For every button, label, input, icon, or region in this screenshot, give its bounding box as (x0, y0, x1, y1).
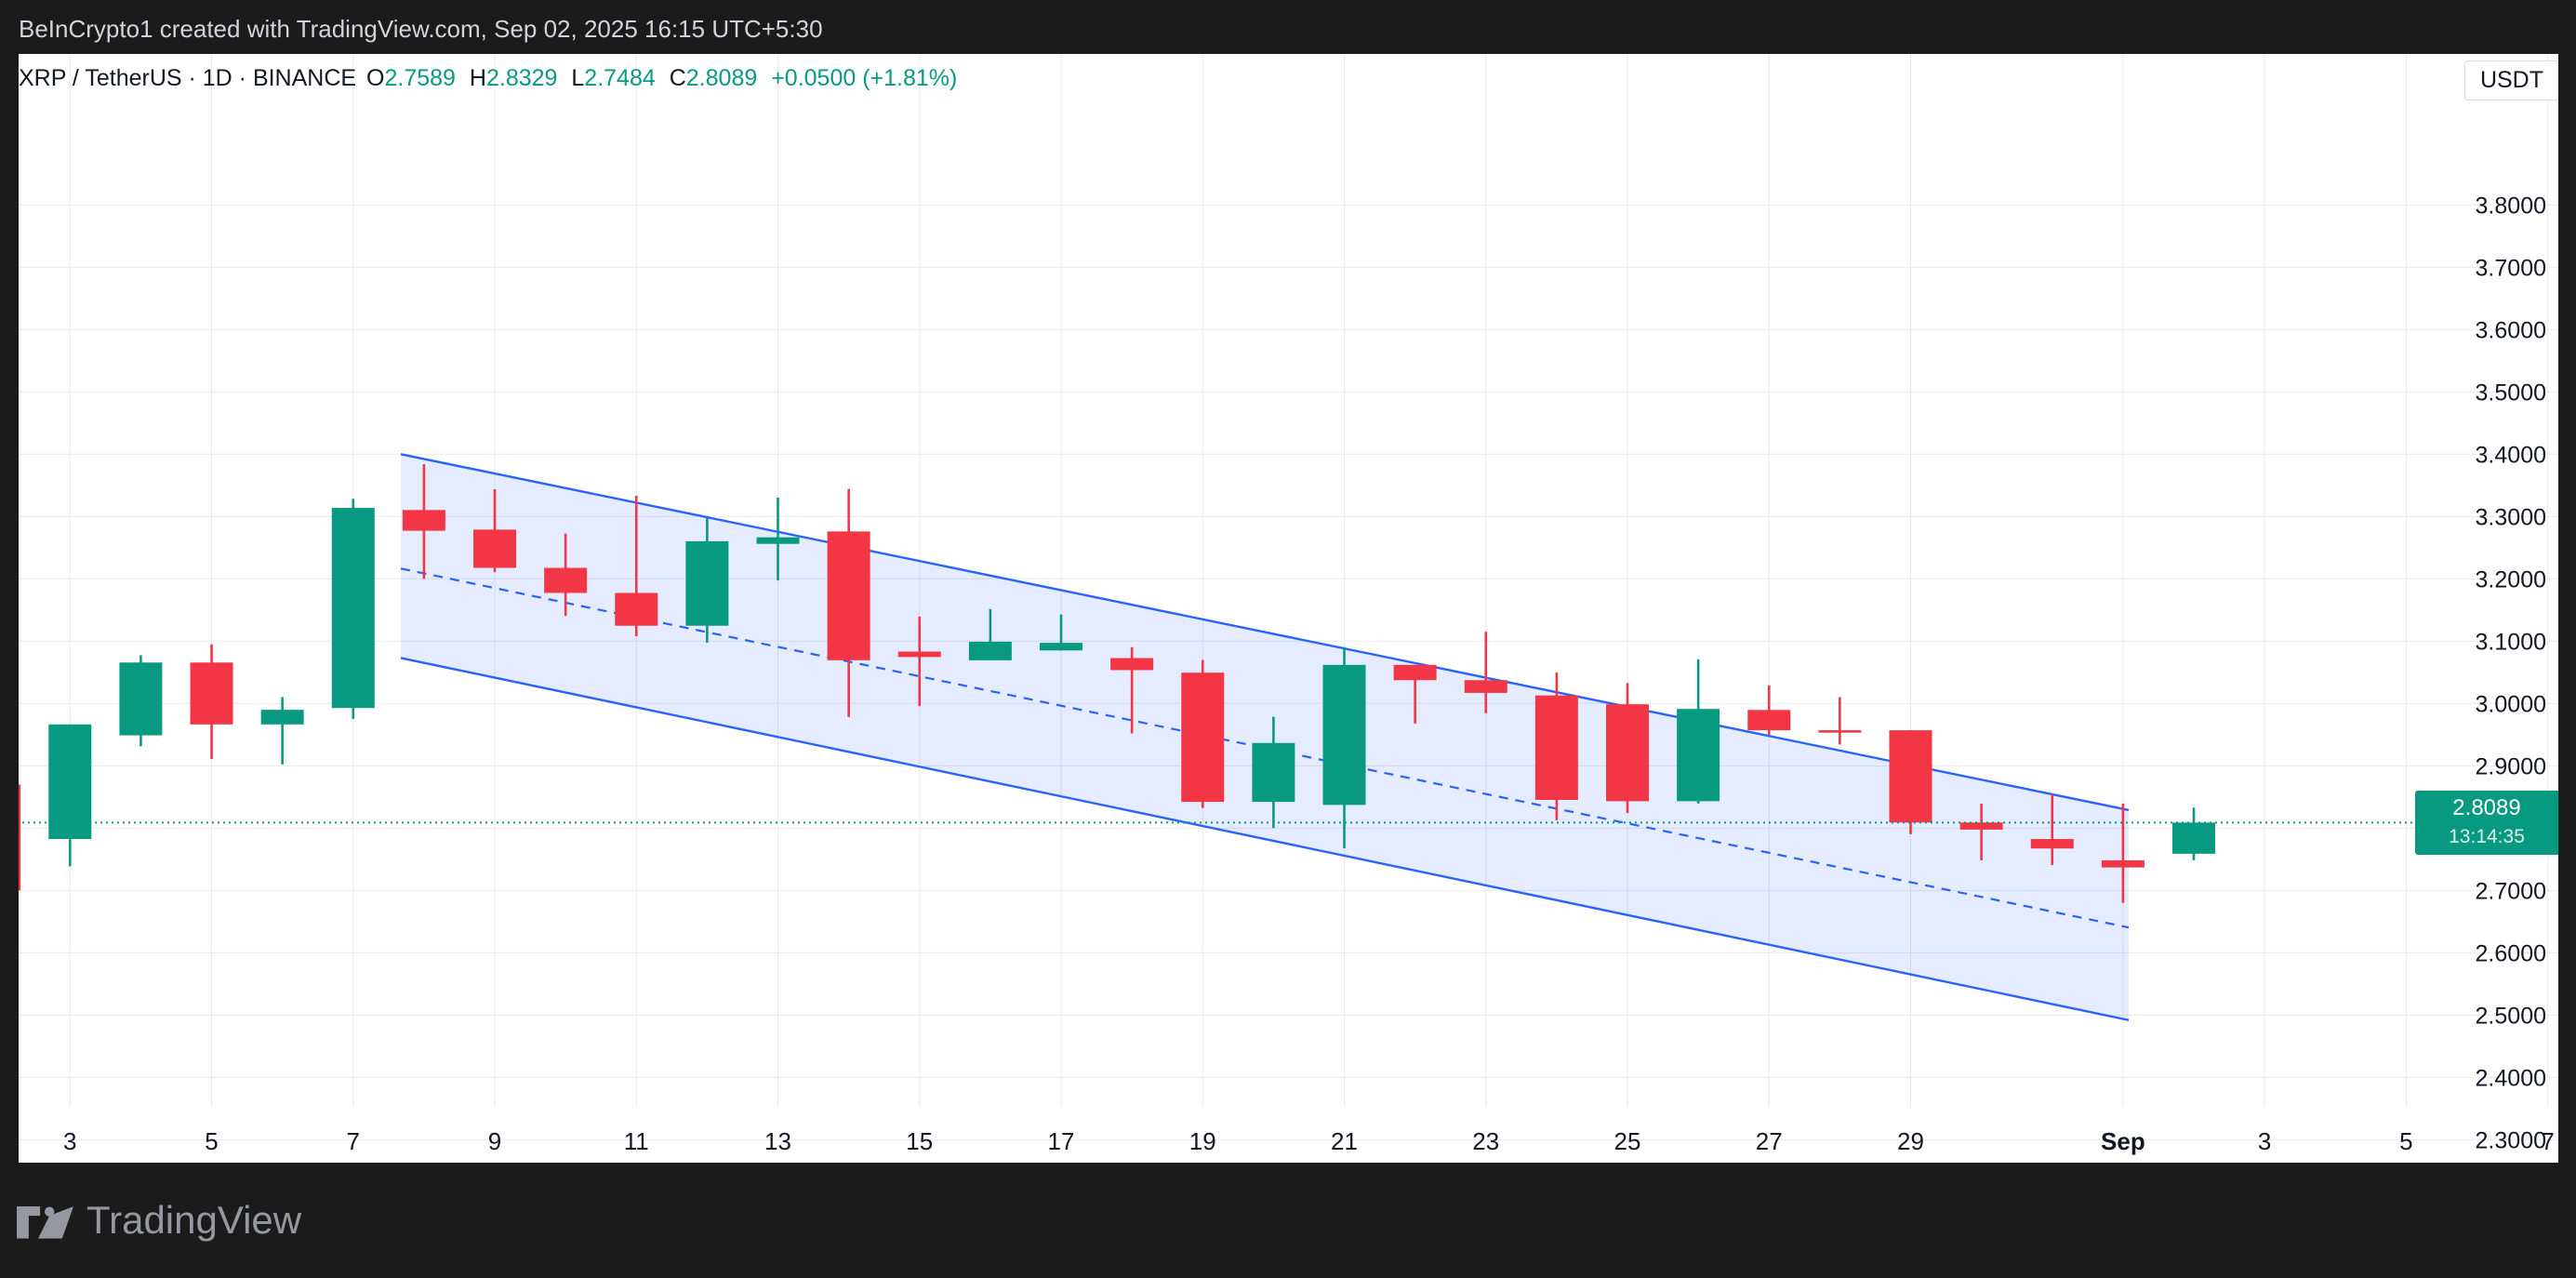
svg-text:3.6000: 3.6000 (2476, 317, 2546, 343)
svg-text:3.0000: 3.0000 (2476, 691, 2546, 717)
svg-text:3.7000: 3.7000 (2476, 255, 2546, 281)
svg-text:7: 7 (347, 1127, 360, 1155)
svg-text:17: 17 (1048, 1127, 1075, 1155)
svg-text:3.3000: 3.3000 (2476, 504, 2546, 530)
svg-text:15: 15 (906, 1127, 933, 1155)
svg-text:19: 19 (1189, 1127, 1216, 1155)
svg-text:2.3000: 2.3000 (2476, 1127, 2546, 1153)
svg-text:2.5000: 2.5000 (2476, 1003, 2546, 1029)
svg-text:3.5000: 3.5000 (2476, 379, 2546, 406)
svg-text:11: 11 (624, 1127, 649, 1155)
svg-text:27: 27 (1756, 1127, 1783, 1155)
svg-text:3.8000: 3.8000 (2476, 193, 2546, 219)
svg-text:9: 9 (488, 1127, 501, 1155)
svg-text:29: 29 (1897, 1127, 1924, 1155)
svg-text:Sep: Sep (2101, 1127, 2145, 1155)
svg-text:2.4000: 2.4000 (2476, 1065, 2546, 1091)
svg-text:3.1000: 3.1000 (2476, 629, 2546, 655)
svg-text:21: 21 (1331, 1127, 1358, 1155)
svg-text:25: 25 (1614, 1127, 1641, 1155)
svg-text:2.6000: 2.6000 (2476, 940, 2546, 966)
svg-text:3: 3 (2258, 1127, 2271, 1155)
svg-text:2.7000: 2.7000 (2476, 878, 2546, 904)
svg-text:23: 23 (1472, 1127, 1499, 1155)
svg-text:5: 5 (2399, 1127, 2412, 1155)
svg-text:5: 5 (205, 1127, 218, 1155)
svg-text:3.4000: 3.4000 (2476, 442, 2546, 468)
svg-text:3.2000: 3.2000 (2476, 566, 2546, 592)
svg-text:13: 13 (764, 1127, 791, 1155)
svg-text:2.9000: 2.9000 (2476, 753, 2546, 779)
svg-text:3: 3 (63, 1127, 76, 1155)
